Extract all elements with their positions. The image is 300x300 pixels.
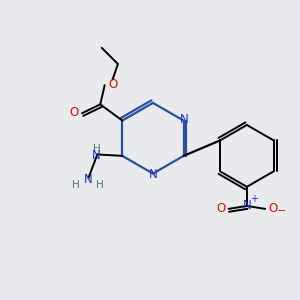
Text: O: O	[268, 202, 278, 214]
Text: N: N	[83, 173, 92, 186]
Text: O: O	[216, 202, 225, 214]
Text: N: N	[149, 168, 158, 181]
Text: H: H	[93, 143, 100, 154]
Text: H: H	[96, 180, 104, 190]
Text: N: N	[242, 199, 251, 212]
Text: H: H	[72, 180, 80, 190]
Text: N: N	[179, 113, 188, 126]
Text: O: O	[69, 106, 79, 119]
Text: +: +	[250, 194, 258, 205]
Text: −: −	[277, 206, 286, 216]
Text: N: N	[92, 148, 101, 161]
Text: O: O	[108, 77, 117, 91]
